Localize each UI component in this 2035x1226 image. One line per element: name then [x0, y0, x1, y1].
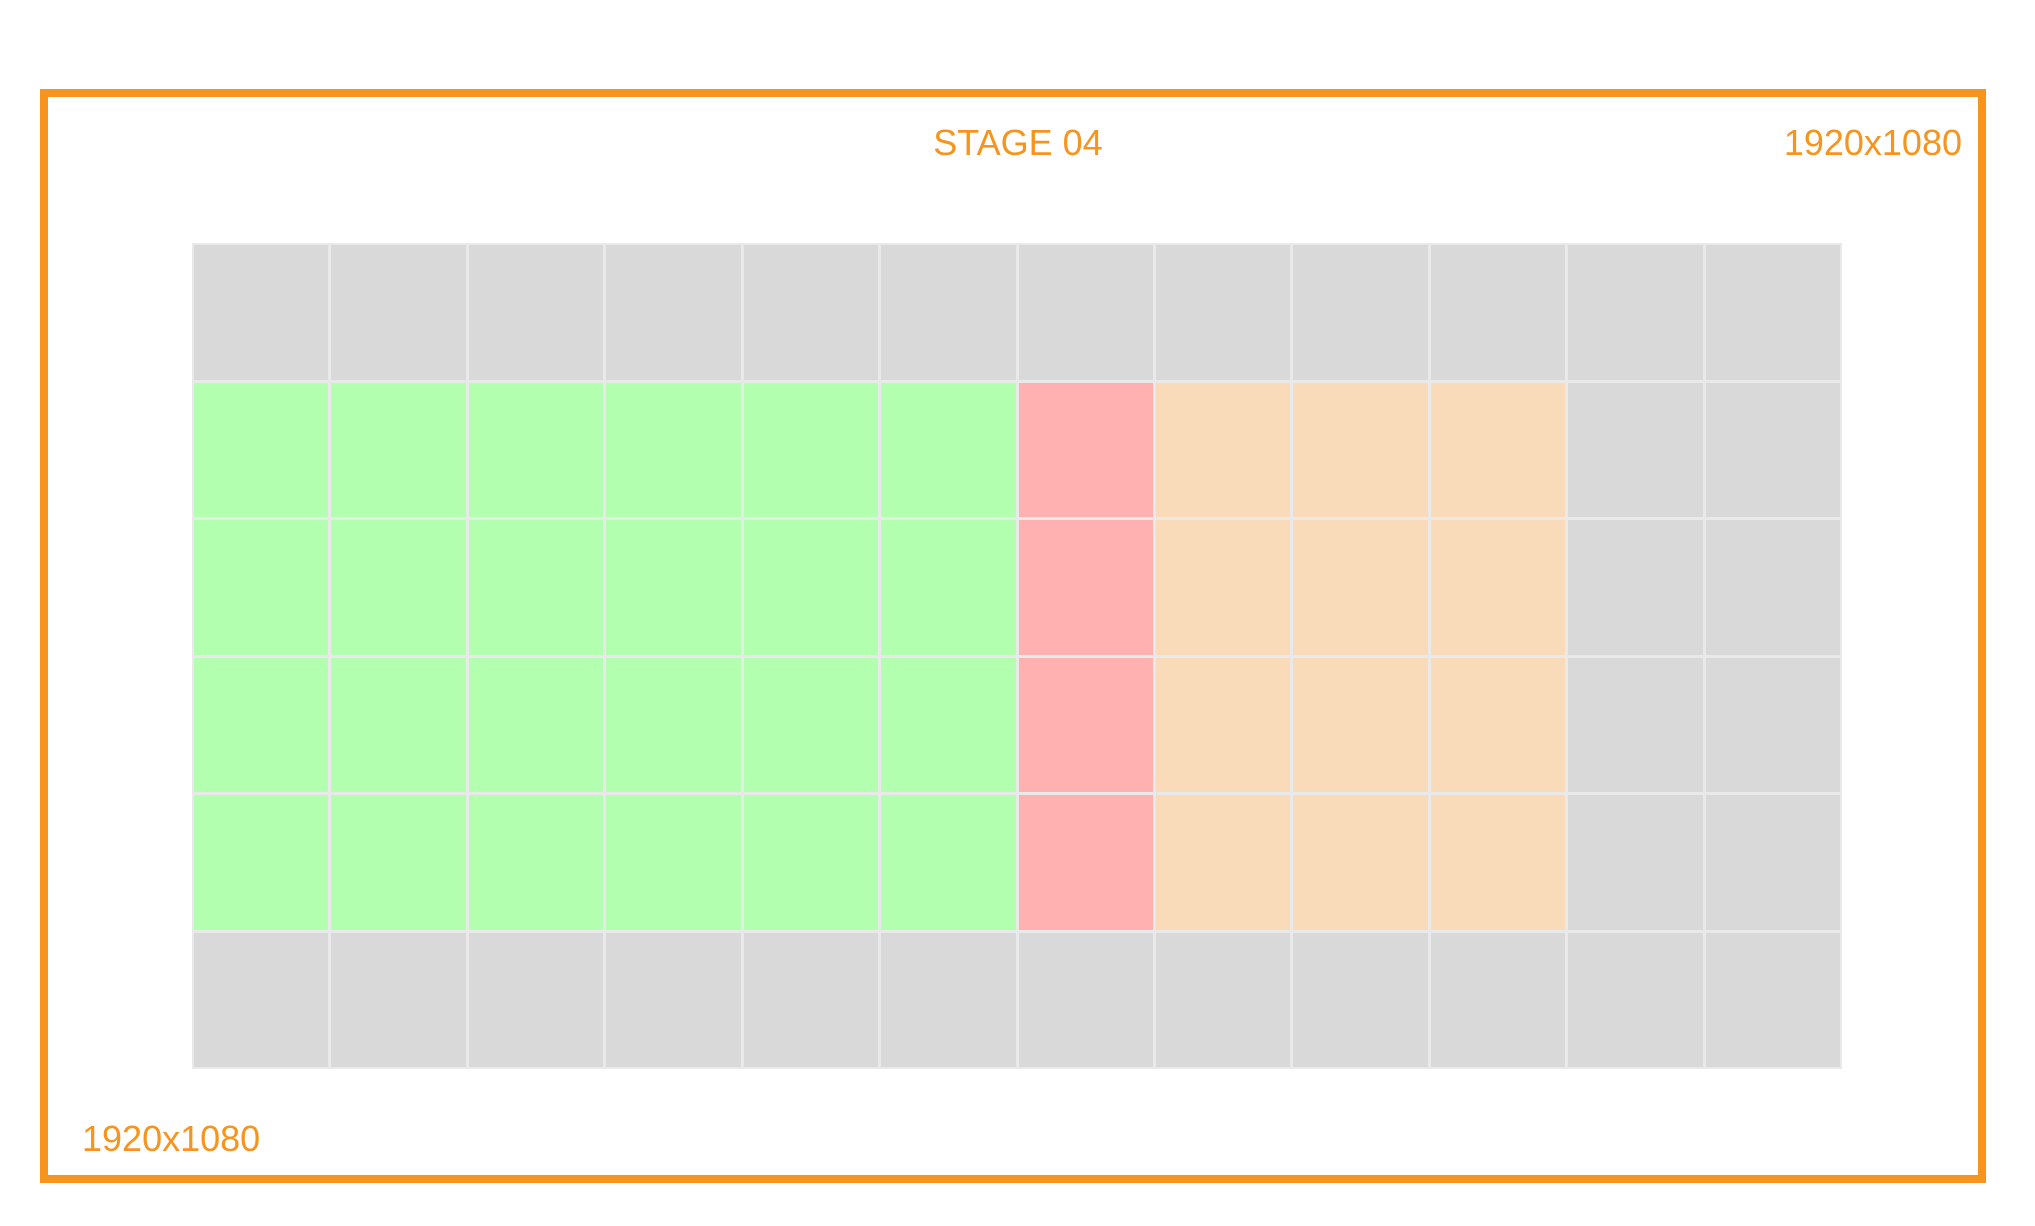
grid-cell-inactive — [743, 932, 879, 1067]
grid-cell-peach — [1430, 520, 1566, 655]
grid-cell-inactive — [1018, 932, 1153, 1067]
grid-cell-peach — [1430, 795, 1566, 930]
grid-cell-green — [194, 382, 329, 517]
grid-cell-inactive — [743, 245, 879, 380]
grid-cell-inactive — [194, 245, 329, 380]
grid-cell-peach — [1293, 520, 1428, 655]
grid-cell-inactive — [1155, 245, 1291, 380]
grid-cell-peach — [1293, 795, 1428, 930]
grid-cell-green — [331, 795, 466, 930]
grid-cell-inactive — [606, 932, 741, 1067]
grid-cell-peach — [1293, 657, 1428, 792]
grid-cell-green — [468, 657, 604, 792]
grid-cell-inactive — [468, 932, 604, 1067]
grid-cell-green — [743, 795, 879, 930]
grid-cell-inactive — [1568, 245, 1703, 380]
grid-cell-green — [468, 795, 604, 930]
grid-cell-peach — [1430, 657, 1566, 792]
grid-cell-inactive — [1568, 795, 1703, 930]
stage-title: STAGE 04 — [933, 122, 1103, 163]
grid-cell-peach — [1155, 795, 1291, 930]
grid-cell-red — [1018, 657, 1153, 792]
grid-cell-green — [468, 520, 604, 655]
grid-cell-green — [743, 382, 879, 517]
grid-cell-inactive — [1705, 795, 1840, 930]
grid-cell-green — [468, 382, 604, 517]
grid-cell-green — [606, 795, 741, 930]
grid-cell-peach — [1430, 382, 1566, 517]
grid-cell-green — [194, 795, 329, 930]
grid-cell-inactive — [1705, 657, 1840, 792]
grid-cell-inactive — [606, 245, 741, 380]
grid-cell-inactive — [1018, 245, 1153, 380]
grid-cell-peach — [1293, 382, 1428, 517]
grid-cell-inactive — [1293, 932, 1428, 1067]
grid-cell-green — [881, 382, 1016, 517]
grid-cell-inactive — [194, 932, 329, 1067]
grid-cell-peach — [1155, 520, 1291, 655]
resolution-label-bottom-left: 1920x1080 — [82, 1118, 261, 1159]
grid-cell-inactive — [1568, 382, 1703, 517]
grid-cell-green — [881, 795, 1016, 930]
grid-cell-inactive — [1705, 245, 1840, 380]
grid-cell-inactive — [1293, 245, 1428, 380]
led-panel-grid — [192, 243, 1842, 1069]
grid-cell-green — [331, 382, 466, 517]
grid-cell-inactive — [331, 932, 466, 1067]
grid-cell-green — [194, 520, 329, 655]
grid-cell-green — [606, 657, 741, 792]
grid-cell-inactive — [1705, 520, 1840, 655]
grid-cell-green — [331, 520, 466, 655]
grid-cell-inactive — [1568, 657, 1703, 792]
grid-cell-inactive — [1430, 932, 1566, 1067]
grid-cell-inactive — [1430, 245, 1566, 380]
grid-cell-green — [194, 657, 329, 792]
grid-cell-green — [331, 657, 466, 792]
grid-cell-green — [881, 520, 1016, 655]
grid-cell-inactive — [331, 245, 466, 380]
grid-cell-inactive — [1568, 520, 1703, 655]
grid-cell-inactive — [1155, 932, 1291, 1067]
grid-cell-green — [743, 520, 879, 655]
grid-cell-green — [606, 520, 741, 655]
grid-cell-inactive — [881, 245, 1016, 380]
grid-cell-inactive — [881, 932, 1016, 1067]
grid-cell-green — [743, 657, 879, 792]
grid-cell-red — [1018, 382, 1153, 517]
resolution-label-top-right: 1920x1080 — [1783, 122, 1962, 163]
grid-cell-peach — [1155, 657, 1291, 792]
grid-cell-red — [1018, 795, 1153, 930]
grid-cell-inactive — [468, 245, 604, 380]
grid-cell-inactive — [1705, 382, 1840, 517]
grid-cell-inactive — [1705, 932, 1840, 1067]
grid-cell-inactive — [1568, 932, 1703, 1067]
grid-cell-peach — [1155, 382, 1291, 517]
grid-cell-green — [606, 382, 741, 517]
grid-cell-green — [881, 657, 1016, 792]
grid-cell-red — [1018, 520, 1153, 655]
